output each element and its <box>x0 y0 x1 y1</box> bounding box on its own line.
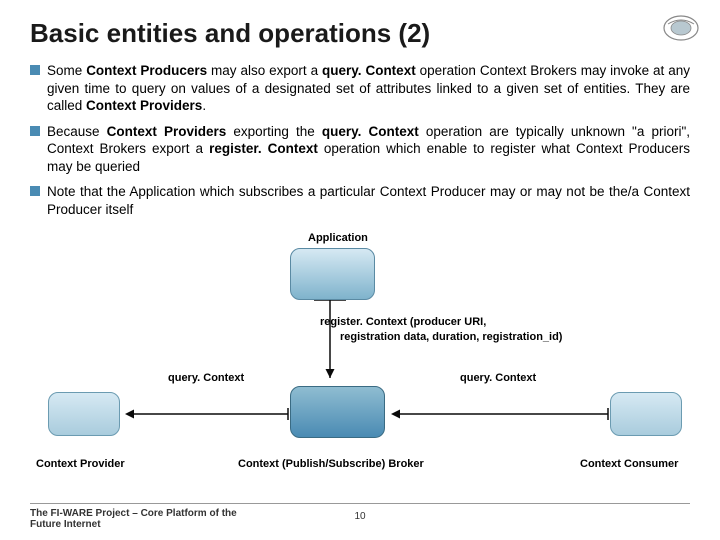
provider-label: Context Provider <box>36 458 125 470</box>
bullet-item: Note that the Application which subscrib… <box>30 183 690 218</box>
register-label-line2: registration data, duration, registratio… <box>340 331 562 343</box>
footer-text: The FI-WARE Project – Core Platform of t… <box>30 508 237 530</box>
consumer-box <box>610 392 682 436</box>
bullet-list: Some Context Producers may also export a… <box>30 62 690 226</box>
slide-title: Basic entities and operations (2) <box>30 18 430 49</box>
application-label: Application <box>308 232 368 244</box>
bullet-item: Because Context Providers exporting the … <box>30 123 690 176</box>
bullet-text: Some Context Producers may also export a… <box>47 62 690 115</box>
slide: Basic entities and operations (2) Some C… <box>0 0 720 540</box>
bullet-marker-icon <box>30 65 40 75</box>
bullet-text: Note that the Application which subscrib… <box>47 183 690 218</box>
bullet-item: Some Context Producers may also export a… <box>30 62 690 115</box>
bullet-text: Because Context Providers exporting the … <box>47 123 690 176</box>
application-box <box>290 248 375 300</box>
query-left-label: query. Context <box>168 372 244 384</box>
broker-label: Context (Publish/Subscribe) Broker <box>238 458 424 470</box>
bullet-marker-icon <box>30 186 40 196</box>
broker-box <box>290 386 385 438</box>
diagram: Application register. Context (producer … <box>0 232 720 482</box>
logo-icon <box>662 14 700 42</box>
query-left-arrow-icon <box>120 408 290 420</box>
register-arrow-icon <box>300 300 360 390</box>
consumer-label: Context Consumer <box>580 458 678 470</box>
bullet-marker-icon <box>30 126 40 136</box>
provider-box <box>48 392 120 436</box>
query-right-label: query. Context <box>460 372 536 384</box>
page-number: 10 <box>354 511 365 522</box>
query-right-arrow-icon <box>386 408 610 420</box>
